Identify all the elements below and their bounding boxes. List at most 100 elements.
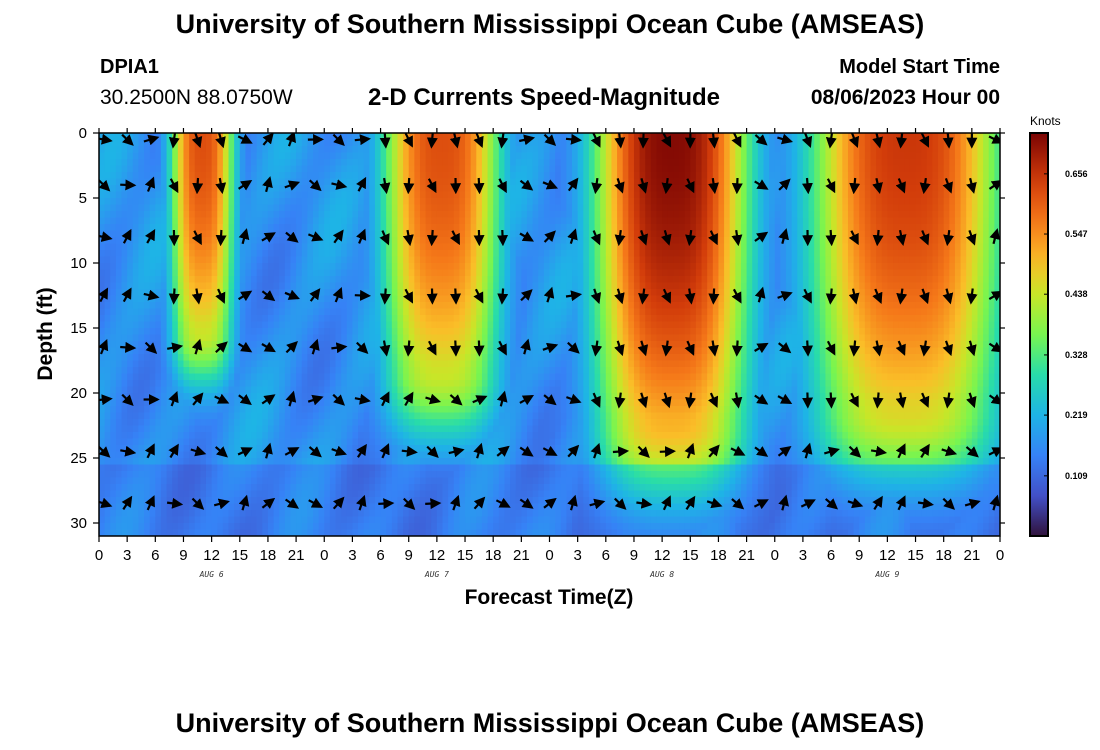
heatmap-cell — [560, 198, 567, 206]
heatmap-cell — [419, 204, 427, 212]
heatmap-cell — [921, 263, 928, 271]
heatmap-cell — [876, 276, 883, 284]
heatmap-cell — [639, 217, 646, 225]
heatmap-cell — [549, 256, 556, 264]
heatmap-cell — [876, 172, 883, 180]
heatmap-cell — [701, 152, 708, 160]
heatmap-cell — [594, 159, 601, 167]
heatmap-cell — [251, 172, 258, 180]
heatmap-cell — [397, 250, 404, 258]
heatmap-cell — [436, 198, 444, 206]
heatmap-cell — [538, 315, 545, 323]
heatmap-cell — [363, 321, 370, 329]
heatmap-cell — [470, 282, 477, 290]
heatmap-cell — [532, 133, 539, 141]
heatmap-cell — [583, 295, 590, 303]
heatmap-cell — [374, 269, 382, 277]
heatmap-cell — [329, 159, 337, 167]
heatmap-cell — [498, 152, 506, 160]
heatmap-cell — [915, 178, 922, 186]
heatmap-cell — [138, 302, 145, 310]
heatmap-cell — [465, 198, 472, 206]
heatmap-cell — [436, 185, 444, 193]
heatmap-cell — [656, 308, 663, 316]
heatmap-cell — [296, 302, 303, 310]
heatmap-cell — [526, 178, 534, 186]
heatmap-cell — [245, 204, 252, 212]
heatmap-cell — [735, 159, 742, 167]
heatmap-cell — [251, 250, 258, 258]
heatmap-cell — [707, 211, 714, 219]
heatmap-cell — [864, 256, 872, 264]
heatmap-cell — [673, 152, 680, 160]
heatmap-cell — [690, 243, 697, 251]
heatmap-cell — [769, 139, 776, 147]
heatmap-cell — [408, 224, 415, 232]
heatmap-cell — [645, 178, 652, 186]
heatmap-cell — [352, 237, 359, 245]
heatmap-cell — [701, 211, 708, 219]
heatmap-cell — [481, 256, 489, 264]
heatmap-cell — [583, 224, 590, 232]
heatmap-cell — [239, 243, 247, 251]
heatmap-cell — [769, 211, 776, 219]
heatmap-cell — [448, 159, 455, 167]
heatmap-cell — [859, 204, 866, 212]
heatmap-cell — [859, 185, 866, 193]
heatmap-cell — [251, 263, 258, 271]
heatmap-cell — [588, 185, 596, 193]
heatmap-cell — [391, 230, 399, 238]
heatmap-cell — [442, 250, 449, 258]
heatmap-cell — [341, 282, 348, 290]
heatmap-cell — [887, 217, 894, 225]
heatmap-cell — [780, 159, 787, 167]
heatmap-cell — [628, 159, 635, 167]
heatmap-cell — [909, 256, 917, 264]
heatmap-cell — [808, 191, 815, 199]
heatmap-cell — [132, 289, 140, 297]
heatmap-cell — [498, 211, 506, 219]
heatmap-cell — [256, 334, 263, 342]
heatmap-cell — [493, 243, 500, 251]
heatmap-cell — [893, 282, 900, 290]
heatmap-cell — [346, 185, 353, 193]
heatmap-cell — [205, 204, 213, 212]
heatmap-cell — [859, 178, 866, 186]
heatmap-cell — [684, 224, 691, 232]
heatmap-cell — [847, 276, 855, 284]
heatmap-cell — [222, 250, 230, 258]
heatmap-cell — [374, 152, 382, 160]
heatmap-cell — [346, 289, 353, 297]
heatmap-cell — [729, 185, 736, 193]
heatmap-cell — [262, 146, 269, 154]
heatmap-cell — [448, 250, 455, 258]
heatmap-cell — [802, 211, 810, 219]
heatmap-cell — [915, 243, 922, 251]
heatmap-cell — [847, 146, 855, 154]
heatmap-cell — [487, 328, 494, 336]
heatmap-cell — [481, 263, 489, 271]
heatmap-cell — [780, 269, 787, 277]
heatmap-cell — [177, 276, 185, 284]
heatmap-cell — [465, 289, 472, 297]
heatmap-cell — [549, 165, 556, 173]
heatmap-cell — [628, 146, 635, 154]
heatmap-cell — [797, 263, 804, 271]
heatmap-cell — [898, 224, 905, 232]
heatmap-cell — [284, 308, 292, 316]
heatmap-cell — [217, 146, 224, 154]
heatmap-cell — [746, 256, 753, 264]
heatmap-cell — [267, 282, 275, 290]
heatmap-cell — [740, 133, 748, 141]
heatmap-cell — [431, 282, 438, 290]
heatmap-cell — [876, 282, 883, 290]
heatmap-cell — [144, 334, 151, 342]
heatmap-cell — [386, 165, 393, 173]
heatmap-cell — [172, 159, 179, 167]
heatmap-cell — [583, 315, 590, 323]
heatmap-cell — [515, 230, 522, 238]
heatmap-cell — [808, 217, 815, 225]
heatmap-cell — [650, 308, 658, 316]
heatmap-cell — [296, 146, 303, 154]
heatmap-cell — [915, 282, 922, 290]
